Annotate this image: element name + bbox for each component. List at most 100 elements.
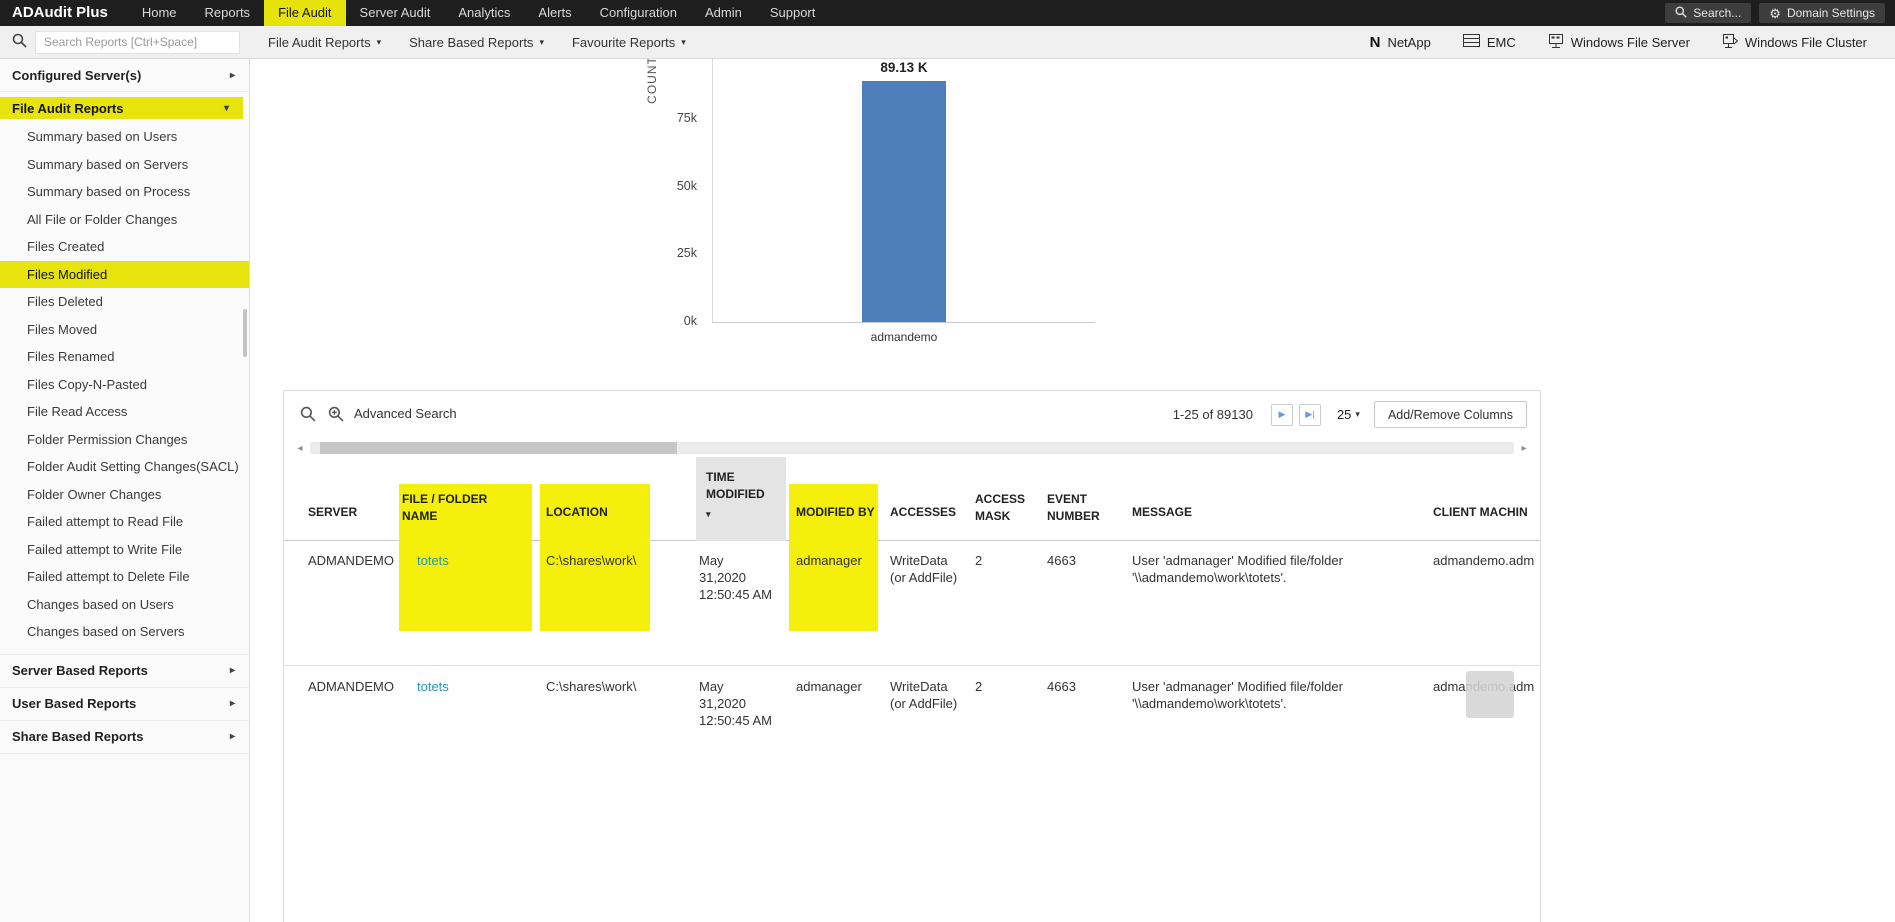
nav-item-analytics[interactable]: Analytics — [458, 5, 511, 20]
sidebar-item-summary-based-on-process[interactable]: Summary based on Process — [27, 184, 191, 199]
chevron-right-icon: ▸ — [229, 731, 235, 742]
sidebar-item-changes-based-on-servers[interactable]: Changes based on Servers — [27, 624, 185, 639]
cell-event-number: 4663 — [1047, 553, 1076, 568]
column-header-time-modified[interactable]: TIME MODIFIED ▾ — [696, 457, 786, 541]
pagination-range: 1-25 of 89130 — [1172, 407, 1253, 422]
sidebar-item-files-modified[interactable]: Files Modified — [0, 260, 249, 288]
sidebar-item-changes-based-on-users[interactable]: Changes based on Users — [27, 596, 174, 612]
server-type-windows-file-server[interactable]: Windows File Server — [1548, 33, 1690, 51]
sidebar-item-failed-attempt-to-write-file[interactable]: Failed attempt to Write File — [27, 541, 183, 557]
sidebar-item-failed-attempt-to-read-file[interactable]: Failed attempt to Read File — [27, 514, 184, 529]
last-page-button[interactable]: ▶| — [1298, 403, 1321, 426]
add-remove-columns-button[interactable]: Add/Remove Columns — [1373, 401, 1527, 428]
server-type-netapp[interactable]: N NetApp — [1370, 34, 1431, 51]
advanced-search-icon[interactable] — [328, 406, 344, 427]
column-header-location[interactable]: LOCATION — [546, 505, 608, 519]
cell-access-mask: 2 — [975, 679, 983, 694]
chevron-down-icon: ▾ — [1355, 409, 1360, 419]
page-size-select[interactable]: 25 ▾ — [1337, 407, 1360, 422]
file-name-link[interactable]: totets — [417, 553, 449, 568]
nav-item-support[interactable]: Support — [769, 5, 816, 20]
table-row: ADMANDEMO totets C:\shares\work\ May 31,… — [284, 667, 1540, 797]
scroll-right-icon[interactable]: ▸ — [1521, 442, 1527, 454]
file-cluster-label: Windows File Cluster — [1744, 34, 1867, 50]
sidebar-item-folder-audit-setting-changes[interactable]: Folder Audit Setting Changes(SACL) — [27, 459, 239, 474]
sidebar-group-file-audit-reports[interactable]: File Audit Reports ▾ — [0, 97, 243, 119]
top-navigation: ADAudit Plus Home Reports File Audit Ser… — [0, 0, 1895, 26]
nav-item-server-audit[interactable]: Server Audit — [359, 5, 431, 20]
sidebar-item-files-deleted[interactable]: Files Deleted — [27, 294, 103, 309]
sidebar-section-share-based-reports[interactable]: Share Based Reports ▸ — [0, 721, 249, 754]
chart-x-category-label: admandemo — [870, 330, 938, 344]
advanced-search-label[interactable]: Advanced Search — [354, 406, 457, 421]
vertical-scroll-indicator[interactable] — [1466, 671, 1514, 718]
table-toolbar: Advanced Search 1-25 of 89130 ▶ ▶| 25 ▾ … — [284, 391, 1540, 437]
next-page-button[interactable]: ▶ — [1270, 403, 1293, 426]
sidebar-scrollbar-thumb[interactable] — [243, 309, 247, 357]
column-header-modified-by[interactable]: MODIFIED BY — [796, 505, 875, 519]
nav-item-reports[interactable]: Reports — [204, 5, 251, 20]
scrollbar-track[interactable] — [310, 442, 1514, 454]
time-modified-header-label: TIME MODIFIED — [706, 470, 765, 501]
nav-item-admin[interactable]: Admin — [704, 5, 742, 20]
column-header-event-number[interactable]: EVENT NUMBER — [1047, 492, 1100, 523]
domain-settings-button[interactable]: ⚙ Domain Settings — [1759, 3, 1885, 23]
cell-event-number: 4663 — [1047, 679, 1076, 694]
global-search-button[interactable]: Search... — [1665, 3, 1752, 23]
page-size-value: 25 — [1336, 407, 1352, 422]
menu-file-audit-reports[interactable]: File Audit Reports ▾ — [268, 35, 381, 50]
column-header-message[interactable]: MESSAGE — [1132, 505, 1193, 519]
column-header-accesses[interactable]: ACCESSES — [890, 505, 957, 519]
sidebar-item-files-moved[interactable]: Files Moved — [27, 321, 98, 337]
chart-y-axis-line — [712, 59, 713, 322]
sidebar-item-files-copy-n-pasted[interactable]: Files Copy-N-Pasted — [27, 376, 147, 392]
chart-bar[interactable] — [862, 81, 946, 322]
sidebar-item-folder-permission-changes[interactable]: Folder Permission Changes — [27, 431, 188, 447]
sidebar-item-configured-servers[interactable]: Configured Server(s) ▸ — [0, 59, 249, 92]
file-name-link[interactable]: totets — [417, 679, 449, 694]
sidebar-item-all-file-or-folder-changes[interactable]: All File or Folder Changes — [27, 211, 178, 227]
scroll-left-icon[interactable]: ◂ — [297, 442, 303, 454]
report-search-icon — [12, 33, 27, 51]
next-page-icon: ▶ — [1278, 409, 1286, 419]
cell-access-mask: 2 — [975, 553, 983, 568]
column-header-client-machine[interactable]: CLIENT MACHIN — [1433, 505, 1528, 519]
chart-bar-value: 89.13 K — [880, 60, 928, 75]
server-type-emc[interactable]: EMC — [1462, 34, 1516, 50]
reports-toolbar: File Audit Reports ▾ Share Based Reports… — [0, 26, 1895, 59]
sidebar-section-server-based-reports[interactable]: Server Based Reports ▸ — [0, 655, 249, 688]
column-header-access-mask[interactable]: ACCESS MASK — [975, 492, 1026, 523]
table-search-icon[interactable] — [300, 406, 316, 427]
sidebar-item-files-renamed[interactable]: Files Renamed — [27, 349, 115, 364]
sidebar-item-folder-owner-changes[interactable]: Folder Owner Changes — [27, 486, 162, 502]
nav-item-alerts[interactable]: Alerts — [538, 5, 572, 20]
app-logo: ADAudit Plus — [12, 4, 108, 21]
column-header-file-folder-name[interactable]: FILE / FOLDER NAME — [402, 492, 488, 523]
sidebar-item-summary-based-on-users[interactable]: Summary based on Users — [27, 129, 178, 144]
chart-x-axis-line — [712, 322, 1095, 323]
chevron-down-icon: ▾ — [376, 36, 382, 47]
emc-label: EMC — [1486, 34, 1516, 50]
nav-item-file-audit[interactable]: File Audit — [264, 0, 346, 26]
sidebar-section-user-based-reports[interactable]: User Based Reports ▸ — [0, 688, 249, 721]
sidebar-item-file-read-access[interactable]: File Read Access — [27, 404, 128, 419]
menu-share-based-reports[interactable]: Share Based Reports ▾ — [409, 35, 544, 50]
nav-item-home[interactable]: Home — [141, 5, 177, 20]
table-row: ADMANDEMO totets C:\shares\work\ May 31,… — [284, 541, 1540, 666]
nav-item-configuration[interactable]: Configuration — [599, 5, 677, 20]
scrollbar-thumb[interactable] — [320, 442, 677, 454]
column-header-server[interactable]: SERVER — [308, 505, 358, 519]
report-search-input[interactable] — [35, 30, 240, 54]
server-type-windows-file-cluster[interactable]: Windows File Cluster — [1722, 33, 1867, 51]
sort-descending-icon[interactable]: ▾ — [706, 509, 711, 519]
sidebar-item-failed-attempt-to-delete-file[interactable]: Failed attempt to Delete File — [27, 569, 190, 584]
main-content: COUNT 100k 75k 50k 25k 0k 89.13 K admand… — [250, 59, 1895, 922]
menu-favourite-reports[interactable]: Favourite Reports ▾ — [572, 35, 686, 50]
netapp-label: NetApp — [1387, 34, 1431, 50]
highlight-file-folder-name-header — [399, 484, 532, 541]
sidebar-item-summary-based-on-servers[interactable]: Summary based on Servers — [27, 156, 189, 172]
sidebar-item-files-created[interactable]: Files Created — [27, 239, 105, 254]
chevron-down-icon: ▾ — [223, 102, 229, 114]
highlight-modified-by-cell — [789, 541, 878, 631]
chart-y-axis-label: COUNT — [645, 59, 659, 104]
